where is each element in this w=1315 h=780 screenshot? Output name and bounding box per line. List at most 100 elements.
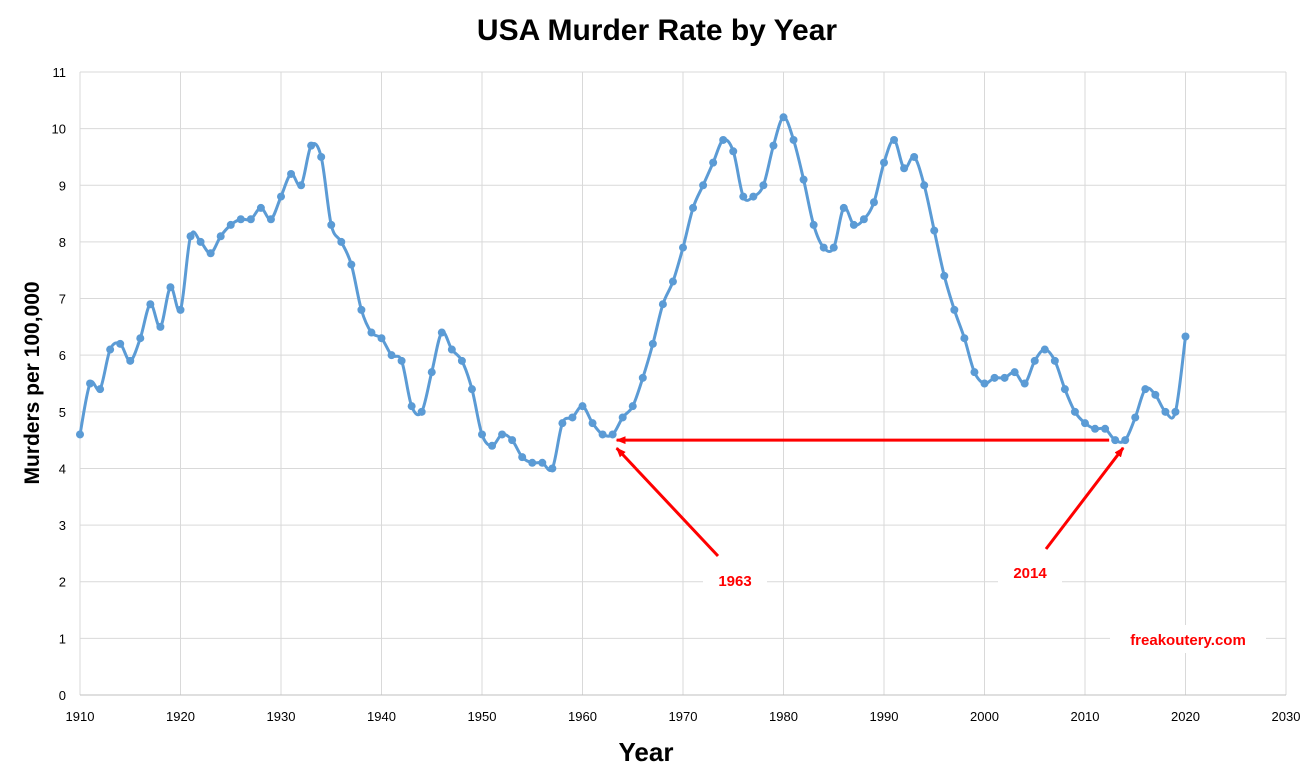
data-point bbox=[819, 243, 828, 252]
data-point bbox=[498, 430, 507, 439]
data-point bbox=[658, 300, 667, 309]
data-point bbox=[196, 237, 205, 246]
data-point bbox=[809, 220, 818, 229]
data-point bbox=[1171, 407, 1180, 416]
data-point bbox=[1101, 424, 1110, 433]
data-point bbox=[598, 430, 607, 439]
data-point bbox=[488, 441, 497, 450]
data-point bbox=[829, 243, 838, 252]
data-point bbox=[417, 407, 426, 416]
x-tick-label: 1910 bbox=[66, 709, 95, 724]
watermark-text: freakoutery.com bbox=[1130, 632, 1246, 649]
data-point bbox=[1060, 385, 1069, 394]
data-point bbox=[990, 373, 999, 382]
data-point bbox=[769, 141, 778, 150]
data-point bbox=[528, 458, 537, 467]
data-point bbox=[337, 237, 346, 246]
data-point bbox=[518, 453, 527, 462]
y-axis-title: Murders per 100,000 bbox=[21, 281, 44, 484]
data-point bbox=[377, 334, 386, 343]
data-point bbox=[618, 413, 627, 422]
data-point bbox=[467, 385, 476, 394]
data-point bbox=[849, 220, 858, 229]
data-point bbox=[980, 379, 989, 388]
data-point bbox=[347, 260, 356, 269]
data-point bbox=[900, 164, 909, 173]
data-point bbox=[437, 328, 446, 337]
series-murder-rate bbox=[76, 113, 1190, 473]
x-tick-label: 2020 bbox=[1171, 709, 1200, 724]
data-point bbox=[538, 458, 547, 467]
data-point bbox=[679, 243, 687, 252]
data-point bbox=[759, 181, 768, 190]
data-point bbox=[1161, 407, 1170, 416]
x-axis-title: Year bbox=[619, 737, 674, 767]
data-point bbox=[668, 277, 677, 286]
data-point bbox=[116, 339, 125, 348]
data-point bbox=[478, 430, 486, 439]
chart-title: USA Murder Rate by Year bbox=[477, 14, 837, 47]
data-point bbox=[880, 158, 888, 167]
x-tick-label: 1980 bbox=[769, 709, 798, 724]
y-tick-label: 6 bbox=[59, 348, 66, 363]
series-line bbox=[78, 115, 1187, 472]
data-point bbox=[277, 192, 285, 201]
data-point bbox=[930, 226, 939, 235]
data-point bbox=[146, 300, 155, 309]
data-point bbox=[628, 402, 637, 411]
y-tick-label: 5 bbox=[59, 405, 66, 420]
data-point bbox=[457, 356, 466, 365]
data-point bbox=[1020, 379, 1029, 388]
arrow-1963 bbox=[615, 447, 720, 558]
data-point bbox=[508, 436, 517, 445]
data-point bbox=[1181, 332, 1190, 341]
data-point bbox=[1010, 368, 1019, 377]
data-point bbox=[447, 345, 456, 354]
data-point bbox=[699, 181, 708, 190]
data-point bbox=[749, 192, 758, 201]
y-tick-label: 11 bbox=[53, 65, 67, 80]
y-tick-label: 8 bbox=[59, 235, 66, 250]
y-tick-label: 3 bbox=[59, 518, 66, 533]
x-tick-label: 1930 bbox=[267, 709, 296, 724]
data-point bbox=[236, 215, 245, 224]
data-point bbox=[287, 169, 296, 178]
x-tick-label: 1990 bbox=[870, 709, 899, 724]
x-tick-label: 1970 bbox=[669, 709, 698, 724]
data-point bbox=[256, 203, 265, 212]
data-point bbox=[719, 135, 728, 144]
data-point bbox=[689, 203, 698, 212]
y-tick-label: 10 bbox=[52, 122, 66, 137]
data-point bbox=[729, 147, 738, 156]
data-point bbox=[548, 464, 557, 473]
data-point bbox=[156, 322, 165, 331]
data-point bbox=[940, 271, 949, 280]
data-point bbox=[950, 305, 959, 314]
y-tick-label: 9 bbox=[59, 178, 66, 193]
data-point bbox=[327, 220, 336, 229]
annotation-label-1963: 1963 bbox=[718, 573, 751, 590]
data-point bbox=[839, 203, 848, 212]
data-point bbox=[397, 356, 406, 365]
data-point bbox=[226, 220, 235, 229]
data-point bbox=[86, 379, 95, 388]
data-point bbox=[367, 328, 376, 337]
data-point bbox=[186, 232, 195, 241]
data-point bbox=[1030, 356, 1039, 365]
data-point bbox=[1070, 407, 1079, 416]
data-point bbox=[1151, 390, 1160, 399]
data-point bbox=[266, 215, 275, 224]
data-point bbox=[779, 113, 788, 122]
data-point bbox=[297, 181, 306, 190]
data-point bbox=[126, 356, 135, 365]
x-tick-label: 1940 bbox=[367, 709, 396, 724]
data-point bbox=[1000, 373, 1009, 382]
data-point bbox=[859, 215, 868, 224]
data-point bbox=[166, 283, 175, 292]
arrow-2014 bbox=[1044, 446, 1125, 550]
y-tick-label: 2 bbox=[59, 575, 66, 590]
data-point bbox=[970, 368, 979, 377]
data-point bbox=[920, 181, 929, 190]
data-point bbox=[307, 141, 316, 150]
